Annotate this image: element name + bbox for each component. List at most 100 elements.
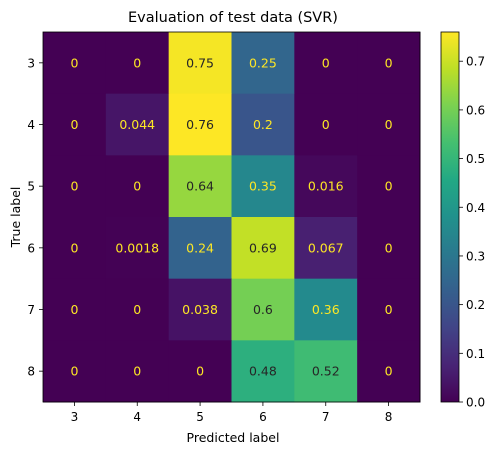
cell-value-label: 0.36 <box>312 302 340 317</box>
heatmap-cell <box>168 155 232 218</box>
colorbar-tick-label: 0.7 <box>466 55 485 69</box>
heatmap-cell <box>357 155 421 218</box>
x-tick-label: 6 <box>259 410 267 424</box>
y-tick-label: 5 <box>27 180 35 194</box>
heatmap-cell <box>168 340 232 403</box>
colorbar-tick-label: 0.1 <box>466 347 485 361</box>
heatmap-cells: 0 0 0.75 0.25 0 0 0 0.044 0.76 0.2 0 0 0 0 0.64 0.35 0.0… <box>43 32 421 403</box>
cell-value-label: 0 <box>322 55 330 70</box>
y-tick-label: 3 <box>27 56 35 70</box>
cell-value-label: 0 <box>133 179 141 194</box>
cell-value-label: 0.48 <box>249 364 277 379</box>
cell-value-label: 0.6 <box>253 302 273 317</box>
cell-value-label: 0 <box>385 55 393 70</box>
cell-value-label: 0 <box>70 364 78 379</box>
x-tick-label: 7 <box>322 410 330 424</box>
cell-value-label: 0.69 <box>249 240 277 255</box>
cell-value-label: 0.067 <box>308 240 344 255</box>
x-tick-label: 5 <box>196 410 204 424</box>
heatmap-cell <box>168 217 232 280</box>
colorbar <box>440 31 460 403</box>
cell-value-label: 0.24 <box>186 240 214 255</box>
cell-value-label: 0 <box>385 364 393 379</box>
cell-value-label: 0 <box>70 240 78 255</box>
heatmap-cell <box>168 93 232 156</box>
cell-value-label: 0.044 <box>119 117 155 132</box>
cell-value-label: 0.25 <box>249 55 277 70</box>
cell-value-label: 0 <box>133 302 141 317</box>
cell-value-label: 0 <box>133 364 141 379</box>
heatmap-cell <box>294 93 358 156</box>
cell-value-label: 0 <box>70 117 78 132</box>
colorbar-tick-label: 0.5 <box>466 152 485 166</box>
heatmap-cell <box>43 217 107 280</box>
cell-value-label: 0.0018 <box>115 240 159 255</box>
heatmap-cell <box>105 217 170 280</box>
cell-value-label: 0 <box>385 117 393 132</box>
heatmap-cell <box>357 217 421 280</box>
cell-value-label: 0.038 <box>182 302 218 317</box>
x-axis-ticks: 3 4 5 6 7 8 <box>71 402 393 424</box>
cell-value-label: 0.35 <box>249 179 277 194</box>
cell-value-label: 0 <box>196 364 204 379</box>
heatmap-cell <box>105 278 170 341</box>
plot-frame <box>42 31 421 403</box>
x-tick-label: 8 <box>385 410 393 424</box>
heatmap-cell <box>105 32 170 95</box>
heatmap-cell <box>105 93 170 156</box>
heatmap-cell <box>357 278 421 341</box>
y-tick-label: 8 <box>27 365 35 379</box>
cell-value-label: 0.64 <box>186 179 214 194</box>
heatmap-cell <box>231 278 295 341</box>
heatmap-cell <box>294 340 358 403</box>
heatmap-cell <box>294 217 358 280</box>
cell-value-label: 0 <box>322 117 330 132</box>
colorbar-ticks: 0.0 0.1 0.2 0.3 0.4 0.5 0.6 0.7 <box>459 55 485 410</box>
heatmap-cell <box>105 155 170 218</box>
heatmap-cell <box>231 93 295 156</box>
y-axis-ticks: 3 4 5 6 7 8 <box>27 56 43 379</box>
cell-value-label: 0 <box>385 179 393 194</box>
colorbar-tick-label: 0.0 <box>466 396 485 410</box>
heatmap-cell <box>43 93 107 156</box>
heatmap-cell <box>231 32 295 95</box>
cell-value-label: 0 <box>70 55 78 70</box>
heatmap-cell <box>43 278 107 341</box>
colorbar-tick-label: 0.4 <box>466 201 485 215</box>
heatmap-cell <box>357 93 421 156</box>
colorbar-tick-label: 0.3 <box>466 249 485 263</box>
cell-value-label: 0 <box>70 302 78 317</box>
heatmap-cell <box>105 340 170 403</box>
heatmap-cell <box>357 340 421 403</box>
heatmap-cell <box>43 32 107 95</box>
heatmap-cell <box>43 155 107 218</box>
cell-value-label: 0 <box>385 302 393 317</box>
x-tick-label: 4 <box>133 410 141 424</box>
cell-value-label: 0 <box>133 55 141 70</box>
cell-value-label: 0.76 <box>186 117 214 132</box>
y-tick-label: 7 <box>27 303 35 317</box>
heatmap-cell <box>43 340 107 403</box>
y-tick-label: 4 <box>27 118 35 132</box>
y-axis-label: True label <box>8 187 23 249</box>
heatmap-cell <box>294 155 358 218</box>
y-tick-label: 6 <box>27 241 35 255</box>
x-axis-label: Predicted label <box>187 430 280 445</box>
colorbar-tick-label: 0.2 <box>466 298 485 312</box>
cell-value-label: 0 <box>385 240 393 255</box>
chart-title: Evaluation of test data (SVR) <box>128 10 338 26</box>
heatmap-cell <box>231 155 295 218</box>
heatmap-cell <box>231 340 295 403</box>
heatmap-cell <box>294 32 358 95</box>
heatmap-cell <box>357 32 421 95</box>
heatmap-cell <box>168 32 232 95</box>
cell-value-label: 0.75 <box>186 55 214 70</box>
heatmap-cell <box>294 278 358 341</box>
cell-value-label: 0.2 <box>253 117 273 132</box>
cell-value-label: 0.016 <box>308 179 344 194</box>
heatmap-cell <box>231 217 295 280</box>
x-tick-label: 3 <box>71 410 79 424</box>
heatmap-cell <box>168 278 232 341</box>
cell-value-label: 0.52 <box>312 364 340 379</box>
